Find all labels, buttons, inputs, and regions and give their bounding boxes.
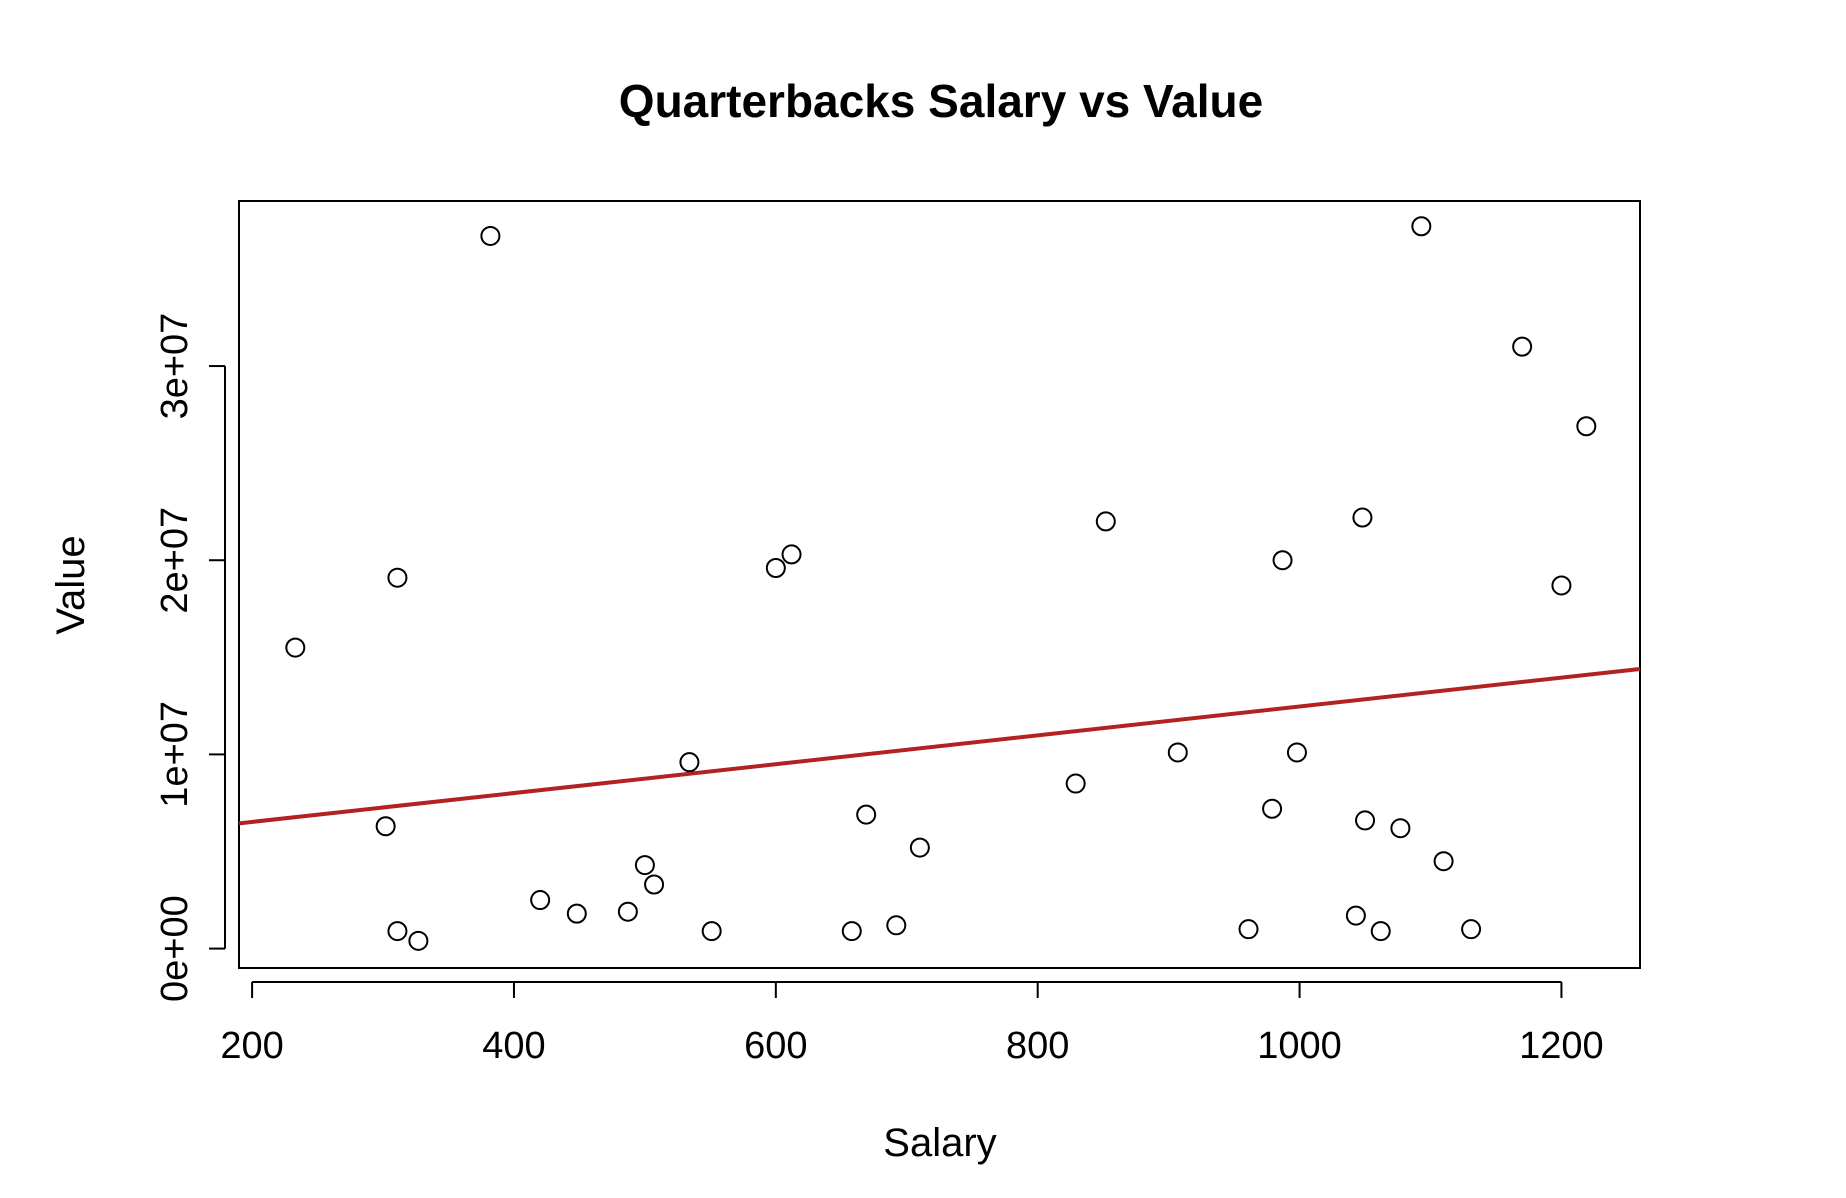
scatter-point bbox=[1390, 818, 1411, 839]
scatter-point bbox=[781, 544, 802, 565]
scatter-point bbox=[909, 837, 930, 858]
scatter-point bbox=[1352, 507, 1373, 528]
scatter-point bbox=[1262, 798, 1283, 819]
scatter-point bbox=[1238, 919, 1259, 940]
x-tick-label: 200 bbox=[220, 1025, 283, 1067]
y-tick-label: 2e+07 bbox=[154, 507, 196, 614]
y-tick-label: 1e+07 bbox=[154, 701, 196, 808]
scatter-points bbox=[285, 216, 1597, 951]
scatter-point bbox=[1411, 216, 1432, 237]
scatter-point bbox=[1370, 921, 1391, 942]
x-tick-label: 600 bbox=[744, 1025, 807, 1067]
scatter-point bbox=[1095, 511, 1116, 532]
scatter-point bbox=[1345, 905, 1366, 926]
scatter-point bbox=[375, 816, 396, 837]
scatter-point bbox=[1272, 550, 1293, 571]
scatter-point bbox=[480, 225, 501, 246]
scatter-point bbox=[566, 903, 587, 924]
x-axis-label: Salary bbox=[883, 1121, 996, 1165]
scatter-point bbox=[1167, 742, 1188, 763]
y-axis: 0e+00 1e+07 2e+07 3e+07 bbox=[154, 313, 226, 1002]
x-tick-label: 400 bbox=[482, 1025, 545, 1067]
scatter-point bbox=[1576, 416, 1597, 437]
scatter-point bbox=[1512, 336, 1533, 357]
scatter-point bbox=[1551, 575, 1572, 596]
scatter-point bbox=[1286, 742, 1307, 763]
scatter-point bbox=[765, 557, 786, 578]
x-tick-label: 1200 bbox=[1519, 1025, 1604, 1067]
x-tick-label: 1000 bbox=[1257, 1025, 1342, 1067]
scatter-point bbox=[1461, 919, 1482, 940]
plot-frame bbox=[238, 200, 1641, 969]
scatter-point bbox=[841, 921, 862, 942]
scatter-point bbox=[856, 804, 877, 825]
regression-line bbox=[238, 666, 1641, 826]
scatter-point bbox=[387, 567, 408, 588]
scatter-point bbox=[886, 915, 907, 936]
y-axis-label: Value bbox=[49, 535, 93, 634]
scatter-point bbox=[679, 752, 700, 773]
x-axis: 200 400 600 800 1000 1200 bbox=[220, 981, 1604, 1067]
scatter-point bbox=[285, 637, 306, 658]
scatter-point bbox=[530, 890, 551, 911]
scatter-point bbox=[1355, 810, 1376, 831]
scatter-point bbox=[644, 874, 665, 895]
scatter-point bbox=[408, 930, 429, 951]
scatter-point bbox=[387, 921, 408, 942]
y-tick-label: 0e+00 bbox=[154, 895, 196, 1002]
scatter-point bbox=[1065, 773, 1086, 794]
scatter-point bbox=[701, 921, 722, 942]
y-tick-label: 3e+07 bbox=[154, 313, 196, 420]
x-tick-label: 800 bbox=[1006, 1025, 1069, 1067]
scatter-point bbox=[617, 901, 638, 922]
chart-title: Quarterbacks Salary vs Value bbox=[619, 75, 1263, 127]
scatter-point bbox=[634, 855, 655, 876]
scatter-point bbox=[1433, 851, 1454, 872]
